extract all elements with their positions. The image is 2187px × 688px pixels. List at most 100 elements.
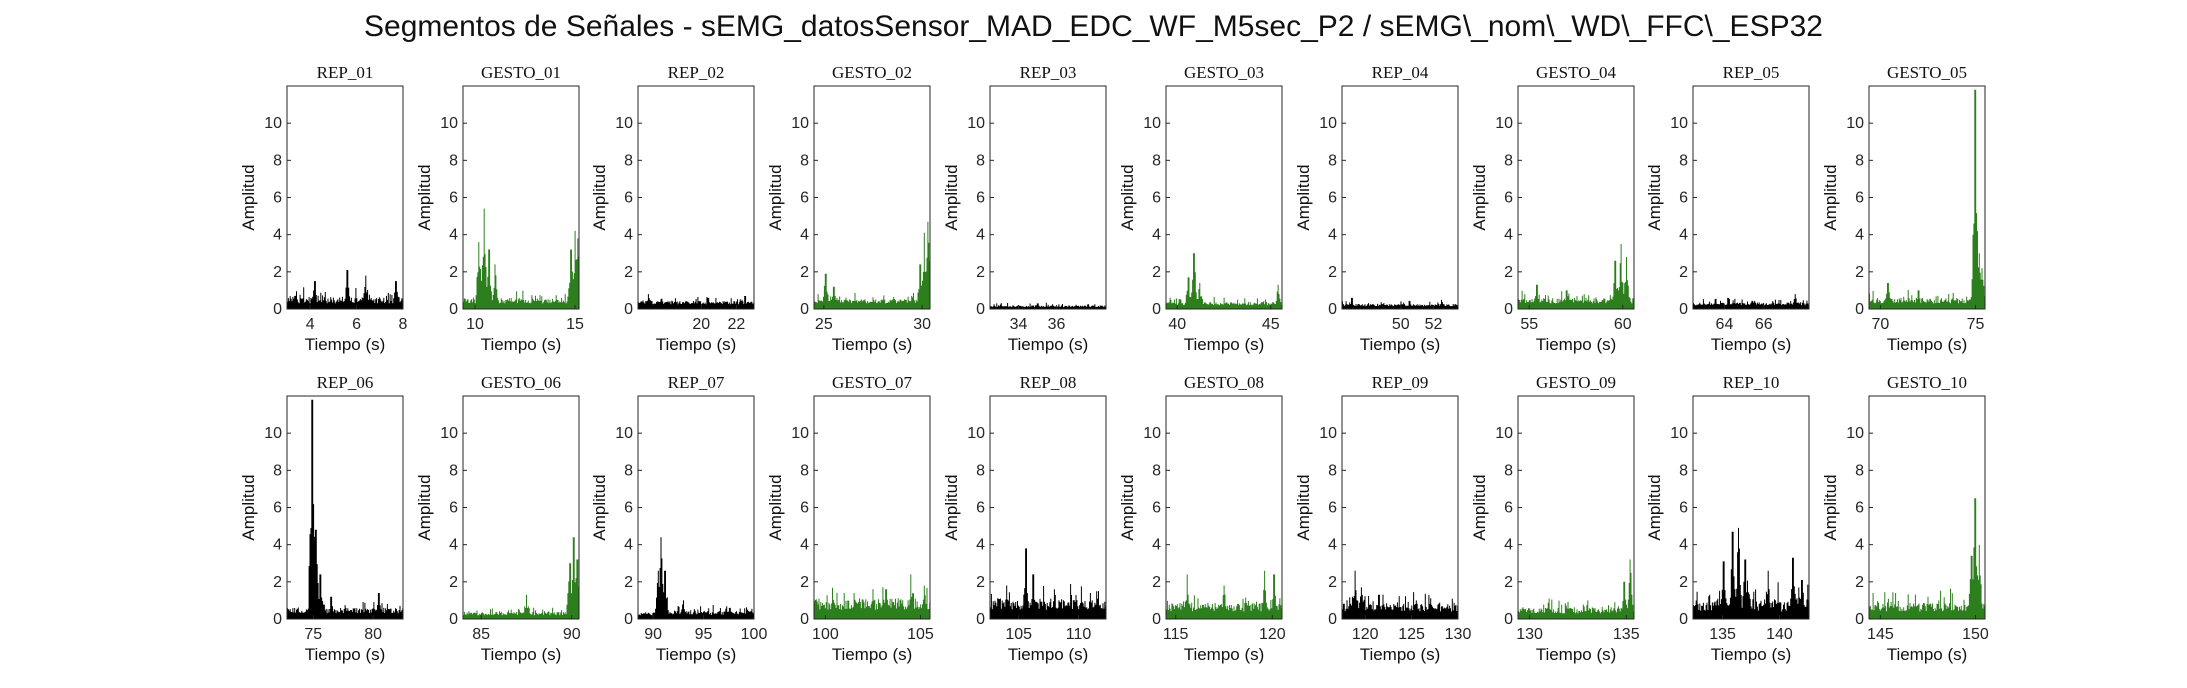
y-tick-label: 6 [1679,190,1688,207]
x-tick-label: 80 [364,626,382,643]
y-tick-label: 0 [1855,611,1864,628]
y-axis-label: Amplitud [1470,474,1489,540]
x-tick-label: 95 [695,626,713,643]
y-tick-label: 2 [273,264,282,281]
y-tick-label: 0 [273,611,282,628]
y-tick-label: 2 [1328,574,1337,591]
x-axis-label: Tiempo (s) [656,645,737,664]
y-tick-label: 2 [1152,574,1161,591]
signal-trace [1869,498,1986,619]
x-tick-label: 125 [1398,626,1425,643]
x-axis-label: Tiempo (s) [1887,335,1968,354]
y-tick-label: 10 [1143,425,1161,442]
panel-title: REP_07 [668,373,725,392]
y-axis-label: Amplitud [766,474,785,540]
panel-title: REP_06 [317,373,374,392]
y-tick-label: 2 [449,264,458,281]
y-tick-label: 4 [1855,537,1864,554]
y-axis-label: Amplitud [1294,164,1313,230]
y-tick-label: 0 [1679,301,1688,318]
y-tick-label: 4 [1328,227,1337,244]
x-tick-label: 105 [907,626,934,643]
y-axis-label: Amplitud [239,474,258,540]
x-axis-label: Tiempo (s) [832,335,913,354]
x-tick-label: 36 [1048,316,1066,333]
y-axis-label: Amplitud [1470,164,1489,230]
y-tick-label: 8 [800,152,809,169]
y-tick-label: 8 [1679,152,1688,169]
x-tick-label: 22 [728,316,746,333]
panel-title: REP_03 [1020,63,1077,82]
x-tick-label: 50 [1392,316,1410,333]
y-tick-label: 4 [1855,227,1864,244]
x-tick-label: 15 [566,316,584,333]
x-tick-label: 120 [1259,626,1286,643]
panel-title: REP_08 [1020,373,1077,392]
x-tick-label: 6 [352,316,361,333]
panel-gesto-10: GESTO_10 0 2 4 6 8 10 145 150 Tiempo (s) Amplitud [1821,373,1989,664]
x-tick-label: 75 [1967,316,1985,333]
y-axis-label: Amplitud [415,474,434,540]
x-tick-label: 100 [812,626,839,643]
y-tick-label: 8 [1855,152,1864,169]
y-tick-label: 0 [1328,301,1337,318]
y-tick-label: 2 [1504,264,1513,281]
y-tick-label: 2 [1855,264,1864,281]
signal-trace [1518,559,1635,619]
y-tick-label: 0 [1679,611,1688,628]
y-tick-label: 6 [1679,500,1688,517]
axes-box [637,85,755,310]
panel-title: GESTO_10 [1887,373,1967,392]
signal-trace [1166,253,1283,309]
signal-trace [1342,570,1459,619]
x-tick-label: 145 [1867,626,1894,643]
y-tick-label: 0 [800,611,809,628]
y-tick-label: 6 [624,500,633,517]
axes-box [286,85,404,310]
x-tick-label: 140 [1766,626,1793,643]
x-tick-label: 52 [1425,316,1443,333]
panel-gesto-04: GESTO_04 0 2 4 6 8 10 55 60 Tiempo (s) Amplitud [1470,63,1635,354]
y-tick-label: 4 [624,227,633,244]
panel-gesto-08: GESTO_08 0 2 4 6 8 10 115 120 Tiempo (s) Amplitud [1118,373,1286,664]
y-tick-label: 6 [976,500,985,517]
y-tick-label: 6 [800,500,809,517]
y-tick-label: 6 [1328,500,1337,517]
x-tick-label: 45 [1262,316,1280,333]
axes-box [1868,395,1986,620]
axes-box [1341,85,1459,310]
y-axis-label: Amplitud [590,164,609,230]
panel-rep-04: REP_04 0 2 4 6 8 10 50 52 Tiempo (s) Amplitud [1294,63,1459,354]
x-tick-label: 20 [692,316,710,333]
y-tick-label: 0 [976,301,985,318]
y-tick-label: 4 [449,227,458,244]
y-axis-label: Amplitud [1294,474,1313,540]
x-tick-label: 90 [644,626,662,643]
x-tick-label: 34 [1010,316,1028,333]
y-tick-label: 2 [1504,574,1513,591]
y-tick-label: 10 [264,115,282,132]
panel-title: REP_02 [668,63,725,82]
y-tick-label: 4 [1679,537,1688,554]
x-tick-label: 85 [472,626,490,643]
y-tick-label: 4 [976,227,985,244]
x-axis-label: Tiempo (s) [305,645,386,664]
signal-trace [287,399,404,619]
panel-gesto-05: GESTO_05 0 2 4 6 8 10 70 75 Tiempo (s) Amplitud [1821,63,1986,354]
y-tick-label: 8 [624,152,633,169]
y-tick-label: 0 [976,611,985,628]
y-axis-label: Amplitud [1118,164,1137,230]
y-tick-label: 8 [1855,462,1864,479]
y-tick-label: 2 [1855,574,1864,591]
panel-gesto-09: GESTO_09 0 2 4 6 8 10 130 135 Tiempo (s) Amplitud [1470,373,1640,664]
y-tick-label: 8 [1679,462,1688,479]
x-axis-label: Tiempo (s) [1536,335,1617,354]
panel-title: GESTO_05 [1887,63,1967,82]
signal-trace [1518,244,1635,309]
y-axis-label: Amplitud [942,474,961,540]
y-tick-label: 8 [1152,462,1161,479]
y-tick-label: 8 [1328,152,1337,169]
x-axis-label: Tiempo (s) [656,335,737,354]
x-tick-label: 55 [1520,316,1538,333]
